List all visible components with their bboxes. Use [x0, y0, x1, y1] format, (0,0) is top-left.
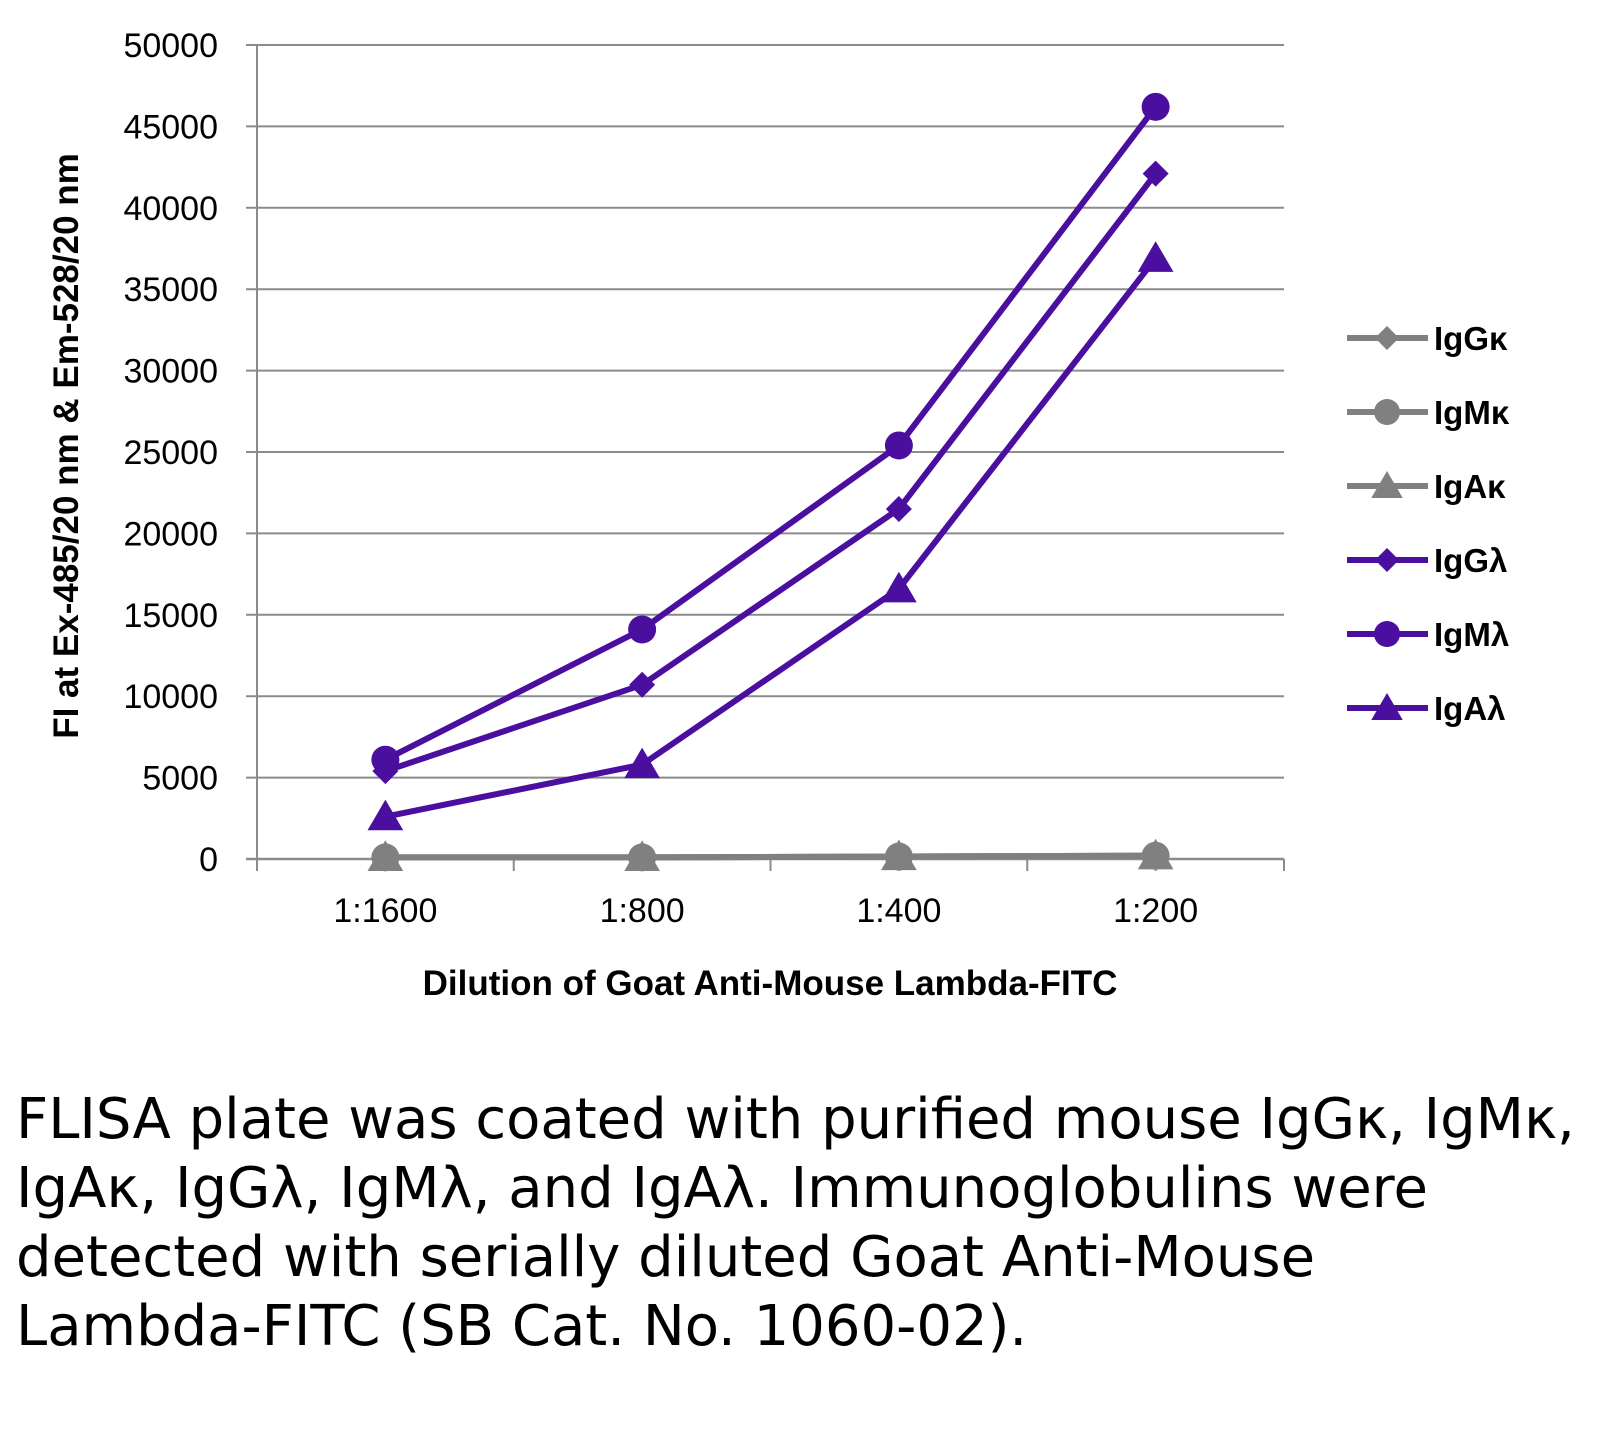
legend-label: IgMλ — [1434, 616, 1509, 653]
legend-item: IgMκ — [1347, 394, 1510, 431]
legend-marker — [1371, 471, 1403, 498]
y-tick-label: 45000 — [123, 108, 218, 146]
y-tick-label: 30000 — [123, 353, 218, 391]
gridlines — [246, 44, 1284, 779]
legend-item: IgMλ — [1347, 616, 1509, 653]
y-tick-label: 15000 — [123, 597, 218, 635]
legend-label: IgGκ — [1434, 320, 1508, 357]
series-line — [384, 256, 1158, 820]
legend-marker — [1371, 693, 1403, 720]
legend-item: IgAλ — [1347, 690, 1506, 727]
y-tick-label: 25000 — [123, 434, 218, 472]
data-point — [367, 799, 404, 831]
legend-item: IgGλ — [1347, 542, 1507, 579]
y-tick-label: 0 — [199, 841, 218, 879]
line-chart-svg: 0 5000 10000 15000 20000 25000 30000 35000 40000… — [47, 27, 1510, 1003]
series-triangle-5 — [367, 241, 1174, 831]
series-line — [384, 171, 1159, 774]
legend-item: IgAκ — [1347, 468, 1506, 505]
x-tick-label: 1:400 — [856, 892, 941, 930]
legend-label: IgAκ — [1434, 468, 1506, 505]
series-circle-4 — [371, 92, 1170, 774]
x-tick-label: 1:800 — [600, 892, 685, 930]
axes: 0 5000 10000 15000 20000 25000 30000 35000 40000… — [123, 27, 1285, 930]
data-point — [1137, 241, 1174, 272]
chart: 0 5000 10000 15000 20000 25000 30000 35000 40000… — [47, 27, 1510, 1003]
legend-marker — [1375, 326, 1399, 350]
data-point — [371, 745, 400, 774]
legend: IgGκ IgMκ IgAκ IgGλ IgMλ IgAλ — [1347, 320, 1510, 727]
series-line — [384, 105, 1159, 763]
data-point — [624, 840, 660, 871]
x-axis-title: Dilution of Goat Anti-Mouse Lambda-FITC — [423, 964, 1118, 1003]
y-tick-label: 50000 — [123, 27, 218, 65]
data-point — [1137, 838, 1174, 870]
y-tick-label: 5000 — [142, 760, 218, 798]
legend-marker — [1374, 621, 1400, 647]
legend-item: IgGκ — [1347, 320, 1508, 357]
figure-caption: FLISA plate was coated with purified mou… — [16, 1087, 1575, 1359]
data-point — [1142, 160, 1169, 187]
y-tick-label: 10000 — [123, 678, 218, 716]
data-point — [628, 615, 657, 644]
legend-label: IgAλ — [1434, 690, 1506, 727]
data-point — [1141, 92, 1170, 121]
series-line — [385, 852, 1156, 861]
series-layer — [367, 92, 1174, 872]
legend-marker — [1374, 399, 1400, 425]
legend-label: IgMκ — [1434, 394, 1510, 431]
data-point — [629, 671, 656, 698]
data-point — [367, 840, 404, 871]
x-tick-label: 1:1600 — [333, 892, 437, 930]
series-triangle-2 — [367, 838, 1174, 871]
x-tick-label: 1:200 — [1113, 892, 1198, 930]
y-axis-title: FI at Ex-485/20 nm & Em-528/20 nm — [47, 153, 86, 739]
series-diamond-3 — [372, 160, 1169, 785]
legend-label: IgGλ — [1434, 542, 1507, 579]
y-tick-label: 35000 — [123, 271, 218, 309]
data-point — [884, 431, 913, 460]
data-point — [881, 571, 917, 603]
data-point — [885, 495, 912, 522]
data-point — [881, 839, 917, 871]
y-tick-label: 40000 — [123, 190, 218, 228]
y-tick-label: 20000 — [123, 515, 218, 553]
data-point — [624, 747, 660, 779]
legend-marker — [1375, 548, 1399, 572]
